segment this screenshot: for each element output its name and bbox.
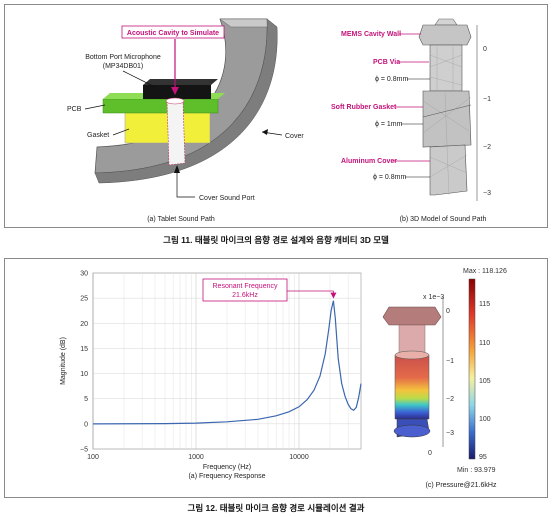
- label-pcb-via: PCB Via: [373, 59, 400, 66]
- figure-11-caption: 그림 11. 태블릿 마이크의 음향 경로 설계와 음향 캐비티 3D 모델: [163, 235, 389, 245]
- pressure-model: [382, 306, 442, 438]
- colorbar-max-label: Max : 118.126: [463, 268, 507, 275]
- chart-series-line: [92, 300, 362, 425]
- model-axis-tick-2: −2: [483, 144, 491, 151]
- chart-y-tick-label: 0: [84, 421, 88, 428]
- chart-x-tick-label: 100: [87, 454, 99, 461]
- chart-y-tick-label: 25: [80, 296, 88, 303]
- chart-y-tick-label: −5: [80, 447, 88, 454]
- colorbar-tick-110: 110: [479, 340, 490, 347]
- chart-y-ticks: −5 0 5 10 15 20 25 30: [80, 271, 88, 454]
- sound-port-leader: [176, 167, 195, 198]
- sound-path-tube: [166, 100, 186, 166]
- chart-x-axis-label: Frequency (Hz): [203, 464, 251, 471]
- gasket-leader: [112, 128, 130, 136]
- chart-series-layer: [92, 300, 362, 425]
- colorbar-tick-105: 105: [479, 378, 491, 385]
- colorbar-tick-100: 100: [479, 416, 491, 423]
- model-axis-tick-1: −1: [483, 96, 491, 103]
- chart-y-tick-label: 5: [84, 396, 88, 403]
- chart-y-axis-label: Magnitude (dB): [60, 337, 67, 385]
- label-soft-rubber-gasket: Soft Rubber Gasket: [331, 104, 397, 111]
- figure-11-illustration: Acoustic Cavity to Simulate Bottom Port …: [67, 18, 491, 223]
- sound-path-3d-model: [418, 18, 472, 196]
- colorbar-tick-115: 115: [479, 301, 490, 308]
- label-mems-cavity-wall: MEMS Cavity Wall: [341, 31, 401, 38]
- chart-y-tick-label: 30: [80, 271, 88, 278]
- pressure-axis-zero: 0: [428, 450, 432, 457]
- subcaption-12c: (c) Pressure@21.6kHz: [426, 482, 497, 489]
- label-pcb: PCB: [67, 106, 82, 113]
- label-cover-dim: ϕ = 0.8mm: [373, 174, 406, 181]
- resonance-annotation-line1: Resonant Frequency: [213, 283, 278, 290]
- pressure-scale-label: x 1e−3: [423, 294, 444, 301]
- pcb-shape: [102, 98, 219, 114]
- microphone-body: [143, 85, 211, 99]
- label-cover: Cover: [285, 133, 304, 140]
- pressure-axis-tick-0: 0: [446, 308, 450, 315]
- pcb-leader: [84, 104, 106, 110]
- chart-x-ticks: 100 1000 10000: [87, 454, 309, 461]
- colorbar-min-label: Min : 93.979: [457, 467, 496, 474]
- resonance-annotation-line2: 21.6kHz: [232, 292, 258, 299]
- subcaption-11b: (b) 3D Model of Sound Path: [400, 216, 487, 223]
- model-axis-tick-0: 0: [483, 46, 487, 53]
- chart-x-tick-label: 10000: [289, 454, 309, 461]
- figure-12-panel: −5 0 5 10 15 20 25 30 100 1000 10000 Frequency (H…: [4, 258, 548, 498]
- label-microphone-model: (MP34DB01): [103, 63, 143, 70]
- label-microphone: Bottom Port Microphone: [85, 54, 161, 61]
- microphone-top: [143, 79, 218, 85]
- sound-path-opening: [165, 97, 185, 105]
- subcaption-11a: (a) Tablet Sound Path: [147, 216, 215, 223]
- label-gasket-dim: ϕ = 1mm: [375, 121, 403, 128]
- pressure-axis-tick-3: −3: [446, 430, 454, 437]
- label-acoustic-cavity: Acoustic Cavity to Simulate: [127, 30, 219, 37]
- chart-y-tick-label: 10: [80, 371, 88, 378]
- mic-leader: [122, 70, 156, 88]
- subcaption-12a: (a) Frequency Response: [188, 473, 265, 480]
- chart-y-tick-label: 15: [80, 346, 88, 353]
- model-axis-tick-3: −3: [483, 190, 491, 197]
- label-aluminum-cover: Aluminum Cover: [341, 158, 397, 165]
- figure-12-caption: 그림 12. 태블릿 마이크 음향 경로 시뮬레이션 결과: [187, 503, 365, 513]
- label-pcb-via-dim: ϕ = 0.8mm: [375, 76, 408, 83]
- pressure-colorbar: [468, 278, 476, 460]
- frequency-response-chart: −5 0 5 10 15 20 25 30 100 1000 10000 Frequency (H…: [60, 271, 362, 480]
- cavity-label-box: [121, 25, 225, 39]
- cavity-arrowhead: [171, 87, 179, 95]
- figure-11-panel: Acoustic Cavity to Simulate Bottom Port …: [4, 4, 548, 228]
- label-cover-sound-port: Cover Sound Port: [199, 195, 255, 202]
- pressure-axis-tick-2: −2: [446, 396, 454, 403]
- resonance-annotation-box: [202, 278, 288, 302]
- pressure-axis-tick-1: −1: [446, 358, 454, 365]
- colorbar-tick-95: 95: [479, 454, 487, 461]
- label-gasket: Gasket: [87, 132, 109, 139]
- chart-x-tick-label: 1000: [188, 454, 204, 461]
- chart-y-tick-label: 20: [80, 321, 88, 328]
